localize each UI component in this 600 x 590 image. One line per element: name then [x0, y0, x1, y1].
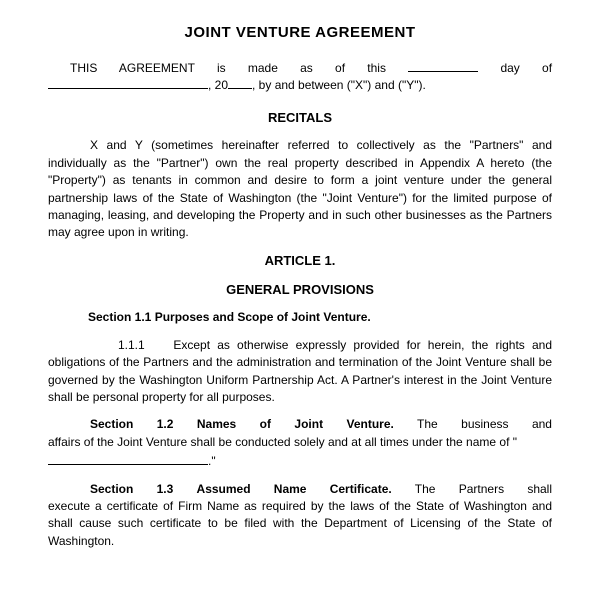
intro-line-1: THIS AGREEMENT is made as of this day of: [70, 60, 552, 77]
section-1-2-tail: The: [417, 417, 438, 431]
intro-word: of: [335, 61, 345, 75]
document-page: JOINT VENTURE AGREEMENT THIS AGREEMENT i…: [0, 0, 600, 582]
blank-underline: [48, 454, 208, 465]
intro-text: , 20: [208, 78, 228, 92]
intro-line-2: , 20 , by and between ("X") and ("Y").: [48, 77, 552, 94]
section-1-3-tail: The: [415, 482, 436, 496]
intro-word: day: [500, 61, 519, 75]
section-1-2-label: Section 1.2: [90, 417, 173, 431]
section-1-3-label: Section 1.3: [90, 482, 173, 496]
section-1-1-1-body: 1.1.1 Except as otherwise expressly prov…: [48, 337, 552, 407]
recitals-heading: RECITALS: [28, 109, 572, 128]
section-1-3: Section 1.3 Assumed Name Certificate. Th…: [48, 481, 552, 551]
intro-word: is: [217, 61, 226, 75]
section-1-3-name: Assumed Name Certificate.: [197, 482, 392, 496]
section-1-1-heading: Section 1.1 Purposes and Scope of Joint …: [88, 309, 512, 326]
intro-word: THIS: [70, 61, 97, 75]
blank-underline: [228, 78, 252, 89]
section-1-2-name: Names of Joint Venture.: [197, 417, 394, 431]
intro-text: , by and between ("X") and ("Y").: [252, 78, 426, 92]
section-1-2-tail: and: [532, 417, 552, 431]
document-title: JOINT VENTURE AGREEMENT: [28, 22, 572, 44]
article-1-heading: ARTICLE 1.: [28, 252, 572, 271]
section-1-2: Section 1.2 Names of Joint Venture. The …: [48, 416, 552, 470]
section-1-2-end: .": [208, 454, 216, 468]
intro-word: AGREEMENT: [119, 61, 195, 75]
intro-word: made: [248, 61, 278, 75]
section-1-3-body: execute a certificate of Firm Name as re…: [48, 499, 552, 548]
clause-number: 1.1.1: [118, 338, 145, 352]
section-1-2-tail: business: [461, 417, 508, 431]
blank-underline: [408, 61, 478, 72]
recitals-body: X and Y (sometimes hereinafter referred …: [48, 137, 552, 241]
section-1-2-body: affairs of the Joint Venture shall be co…: [48, 435, 517, 449]
intro-word: as: [300, 61, 313, 75]
section-1-3-tail: Partners: [459, 482, 504, 496]
intro-word: this: [367, 61, 386, 75]
section-1-3-tail: shall: [527, 482, 552, 496]
blank-underline: [48, 78, 208, 89]
general-provisions-heading: GENERAL PROVISIONS: [28, 281, 572, 300]
intro-word: of: [542, 61, 552, 75]
